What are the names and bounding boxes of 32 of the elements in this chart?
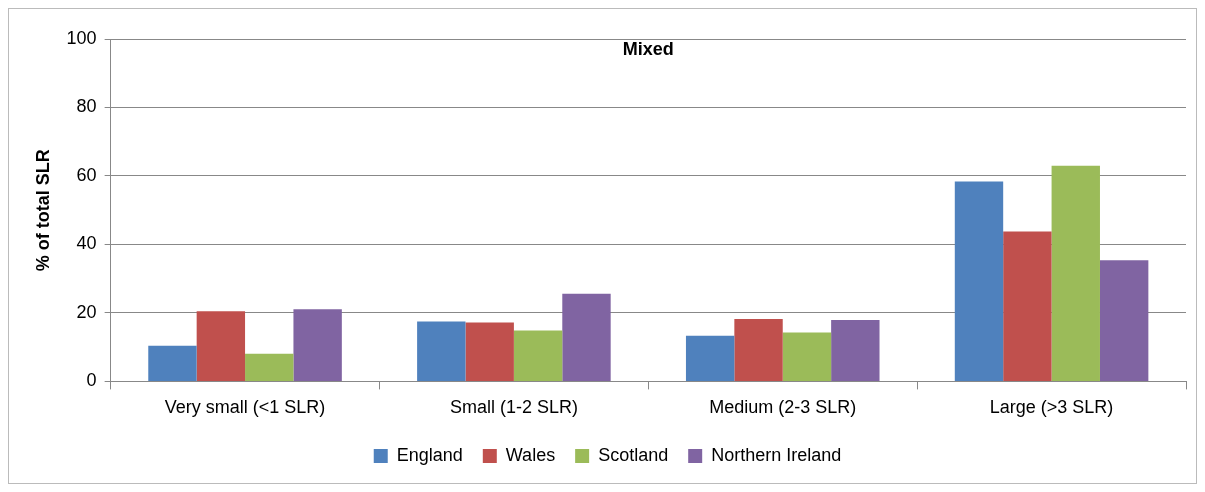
x-tick-label: Large (>3 SLR) <box>989 397 1114 418</box>
legend-label: Scotland <box>598 444 669 465</box>
bar <box>782 332 832 381</box>
bar <box>148 345 197 381</box>
y-tick-label: 60 <box>76 164 97 185</box>
legend-label: England <box>396 444 463 465</box>
y-tick-label: 0 <box>86 370 97 391</box>
x-tick-label: Very small (<1 SLR) <box>164 397 326 418</box>
legend-label: Wales <box>505 444 556 465</box>
bar <box>293 309 342 381</box>
bar <box>1051 165 1100 381</box>
bar <box>954 181 1004 381</box>
y-tick-label: 80 <box>76 96 97 117</box>
y-axis-title: % of total SLR <box>32 149 53 272</box>
bar <box>562 293 611 381</box>
y-tick-label: 40 <box>76 233 97 254</box>
x-tick-label: Medium (2-3 SLR) <box>709 397 857 418</box>
bar <box>196 311 246 381</box>
bar <box>245 353 294 381</box>
bar <box>1003 231 1052 381</box>
bar <box>734 319 783 381</box>
bar <box>465 322 514 381</box>
bar <box>685 335 735 381</box>
x-tick-label: Small (1-2 SLR) <box>449 397 578 418</box>
y-tick-label: 20 <box>76 301 97 322</box>
bar <box>513 330 563 381</box>
legend-label: Northern Ireland <box>711 444 842 465</box>
bar <box>831 320 880 381</box>
bar <box>417 321 466 381</box>
y-tick-label: 100 <box>66 27 97 48</box>
chart-title: Mixed <box>622 38 674 59</box>
bar <box>1099 260 1149 381</box>
